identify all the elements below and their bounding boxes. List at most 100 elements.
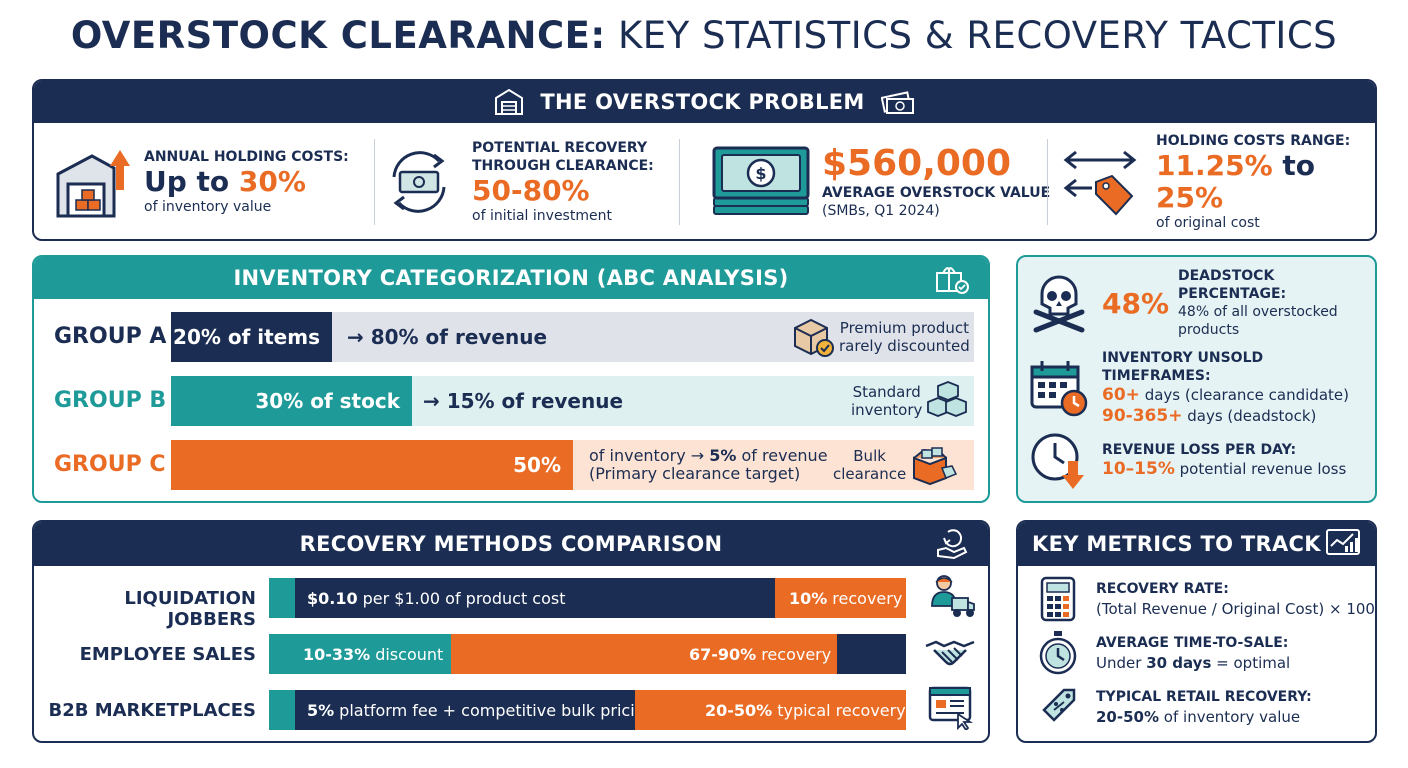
overstock-problem-panel: THE OVERSTOCK PROBLEM ANNUAL HOLDING COS… — [32, 79, 1377, 241]
range-low: 11.25% — [1156, 149, 1273, 182]
time-to-sale-text: Under 30 days = optimal — [1096, 653, 1290, 673]
group-b-fill: 30% of stock — [171, 376, 412, 426]
retail-recovery-text: 20-50% of inventory value — [1096, 707, 1312, 727]
group-b-note: Standard inventory — [851, 376, 968, 426]
employee-sales-bar: 10-33% discount 67-90% recovery — [269, 634, 906, 674]
employee-recovery-segment: 67-90% recovery — [451, 634, 837, 674]
gift-box-check-icon — [936, 267, 969, 294]
skull-crossbones-icon — [1033, 275, 1085, 333]
unsold-line-2: 90-365+ days (deadstock) — [1102, 406, 1375, 427]
unsold-line-1-text: days (clearance candidate) — [1144, 386, 1349, 404]
stat-potential-recovery: POTENTIAL RECOVERY THROUGH CLEARANCE: 50… — [384, 123, 684, 239]
employee-recovery-value: 67-90% — [689, 644, 757, 664]
retail-recovery-label: TYPICAL RETAIL RECOVERY: — [1096, 688, 1312, 705]
overstock-label: AVERAGE OVERSTOCK VALUE — [822, 185, 1051, 201]
holding-costs-percent: 30% — [238, 165, 306, 198]
metrics-header: KEY METRICS TO TRACK — [1018, 522, 1375, 566]
deadstock-row: 48% DEADSTOCK PERCENTAGE: 48% of all ove… — [1028, 267, 1364, 339]
key-metrics-panel: KEY METRICS TO TRACK RECOVERY RATE: (Tot… — [1016, 520, 1377, 743]
range-label: HOLDING COSTS RANGE: — [1156, 133, 1351, 149]
recovery-rate-label: RECOVERY RATE: — [1096, 580, 1229, 597]
deadstock-value: 48% — [1102, 286, 1170, 320]
abc-title: INVENTORY CATEGORIZATION (ABC ANALYSIS) — [233, 266, 789, 290]
liquidation-recovery-segment: 10% recovery — [775, 578, 906, 618]
unsold-line-1-value: 60+ — [1102, 385, 1140, 405]
bulk-box-icon — [913, 447, 958, 486]
holding-costs-label: ANNUAL HOLDING COSTS: — [144, 149, 349, 165]
group-c-note-2: clearance — [833, 465, 907, 483]
calculator-icon — [1040, 576, 1076, 622]
liquidation-recovery-text: recovery — [832, 588, 903, 608]
group-b-bar: 30% of stock → 15% of revenue Standard i… — [171, 376, 974, 426]
title-rest: KEY STATISTICS & RECOVERY TACTICS — [617, 14, 1338, 57]
range-sub: of original cost — [1156, 215, 1260, 231]
metric-retail-recovery: TYPICAL RETAIL RECOVERY: 20-50% of inven… — [1038, 684, 1312, 730]
unsold-label: INVENTORY UNSOLD TIMEFRAMES: — [1102, 350, 1264, 384]
recovery-header: RECOVERY METHODS COMPARISON — [34, 522, 988, 566]
overstock-sub: (SMBs, Q1 2024) — [822, 203, 940, 219]
unsold-line-2-value: 90-365+ — [1102, 406, 1183, 426]
revenue-loss-label: REVENUE LOSS PER DAY: — [1102, 441, 1297, 458]
chart-monitor-icon — [1326, 529, 1360, 555]
revenue-loss-desc: potential revenue loss — [1179, 459, 1347, 478]
recovery-title: RECOVERY METHODS COMPARISON — [299, 532, 723, 556]
group-c-after-1a: of inventory → — [589, 446, 705, 465]
b2b-lead-segment — [269, 690, 295, 730]
hand-money-icon — [937, 529, 968, 560]
unsold-row: INVENTORY UNSOLD TIMEFRAMES: 60+ days (c… — [1028, 349, 1375, 427]
premium-box-icon — [794, 318, 834, 357]
group-c-fill-text: 50% — [513, 453, 561, 477]
price-tag-range-icon — [1063, 150, 1137, 216]
boxes-stack-icon — [927, 381, 968, 417]
holding-costs-value: Up to 30% — [144, 166, 349, 198]
inventory-categorization-panel: INVENTORY CATEGORIZATION (ABC ANALYSIS) … — [32, 255, 990, 503]
recovery-sub: of initial investment — [472, 208, 612, 224]
group-a-after-text: → 80% of revenue — [347, 325, 548, 349]
group-a-note: Premium product rarely discounted — [791, 312, 970, 362]
group-a-bar: 20% of items → 80% of revenue Premium pr… — [171, 312, 974, 362]
liquidation-jobbers-label: LIQUIDATION JOBBERS — [124, 588, 256, 630]
retail-recovery-text-b: of inventory value — [1163, 707, 1301, 726]
recovery-methods-panel: RECOVERY METHODS COMPARISON LIQUIDATION … — [32, 520, 990, 743]
overstock-problem-title: THE OVERSTOCK PROBLEM — [540, 90, 865, 114]
b2b-marketplaces-bar: 5% platform fee + competitive bulk prici… — [269, 690, 906, 730]
b2b-fee-text: platform fee + competitive bulk pricing — [339, 700, 635, 720]
retail-recovery-text-a: 20-50% — [1096, 707, 1160, 726]
group-b-after-text: → 15% of revenue — [423, 389, 624, 413]
recovery-rate-text: (Total Revenue / Original Cost) × 100 — [1096, 599, 1375, 618]
time-to-sale-text-a: Under — [1096, 653, 1142, 672]
liquidation-lead-segment — [269, 578, 295, 618]
group-c-note-1: Bulk — [853, 447, 886, 465]
group-c-label: GROUP C — [54, 452, 166, 477]
revenue-loss-text: 10–15% potential revenue loss — [1102, 459, 1346, 480]
clock-down-arrow-icon — [1031, 433, 1084, 489]
delivery-truck-icon — [931, 575, 975, 617]
employee-recovery-text: recovery — [761, 644, 832, 664]
time-to-sale-label: AVERAGE TIME-TO-SALE: — [1096, 634, 1289, 651]
group-c-after-1b: 5% — [709, 446, 737, 465]
divider — [374, 139, 375, 225]
abc-header: INVENTORY CATEGORIZATION (ABC ANALYSIS) — [34, 257, 988, 299]
marketplace-screen-icon — [928, 686, 973, 730]
group-b-note-2: inventory — [851, 401, 923, 419]
overstock-problem-header: THE OVERSTOCK PROBLEM — [34, 81, 1375, 123]
group-a-note-2: rarely discounted — [839, 337, 970, 355]
recovery-label-1: POTENTIAL RECOVERY — [472, 140, 648, 156]
group-c-after-text: of inventory → 5% of revenue (Primary cl… — [589, 440, 828, 490]
stopwatch-icon — [1039, 631, 1077, 675]
revenue-loss-value: 10–15% — [1102, 458, 1175, 479]
liquidation-recovery-value: 10% — [789, 588, 828, 608]
employee-discount-segment: 10-33% discount — [269, 634, 451, 674]
liquidation-jobbers-bar: $0.10 per $1.00 of product cost 10% reco… — [269, 578, 906, 618]
group-c-fill: 50% — [171, 440, 573, 490]
range-to: to — [1282, 149, 1315, 182]
employee-discount-text: discount — [375, 644, 444, 664]
overstock-value: $560,000 — [822, 143, 1012, 184]
metrics-title: KEY METRICS TO TRACK — [1032, 532, 1321, 556]
range-value: 11.25% to 25% — [1156, 150, 1372, 214]
deadstock-label: DEADSTOCK PERCENTAGE: — [1178, 268, 1287, 302]
money-cycle-icon — [392, 151, 446, 213]
metric-time-to-sale: AVERAGE TIME-TO-SALE: Under 30 days = op… — [1038, 630, 1290, 676]
calendar-clock-icon — [1030, 361, 1088, 417]
b2b-fee-value: 5% — [307, 700, 335, 720]
